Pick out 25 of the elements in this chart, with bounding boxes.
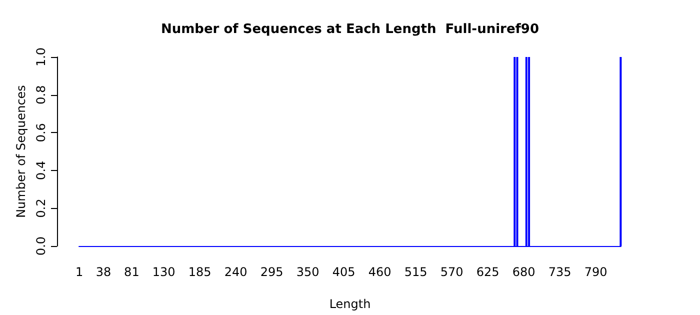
x-tick-label: 1 xyxy=(76,265,84,279)
y-tick-label: 1.0 xyxy=(34,47,48,67)
x-tick-label: 515 xyxy=(404,265,428,279)
x-axis-title: Length xyxy=(329,297,371,311)
x-tick-label: 790 xyxy=(584,265,608,279)
x-tick-label: 240 xyxy=(224,265,248,279)
x-tick-label: 81 xyxy=(124,265,140,279)
y-tick-label: 0.6 xyxy=(34,123,48,142)
y-tick-label: 0.0 xyxy=(34,236,48,256)
x-tick-label: 735 xyxy=(548,265,572,279)
y-tick-label: 0.4 xyxy=(34,160,48,180)
x-tick-label: 295 xyxy=(260,265,284,279)
x-tick-label: 680 xyxy=(512,265,536,279)
x-tick-label: 350 xyxy=(296,265,320,279)
x-tick-label: 185 xyxy=(188,265,212,279)
chart-title: Number of Sequences at Each Length Full-uniref90 xyxy=(160,22,540,37)
y-axis-title: Number of Sequences xyxy=(14,85,28,218)
y-tick-label: 0.2 xyxy=(34,198,48,218)
x-tick-label: 405 xyxy=(332,265,356,279)
x-tick-label: 460 xyxy=(368,265,392,279)
x-tick-label: 130 xyxy=(152,265,176,279)
x-tick-label: 625 xyxy=(476,265,500,279)
x-tick-label: 38 xyxy=(96,265,112,279)
y-tick-label: 0.8 xyxy=(34,85,48,104)
x-tick-label: 570 xyxy=(440,265,464,279)
